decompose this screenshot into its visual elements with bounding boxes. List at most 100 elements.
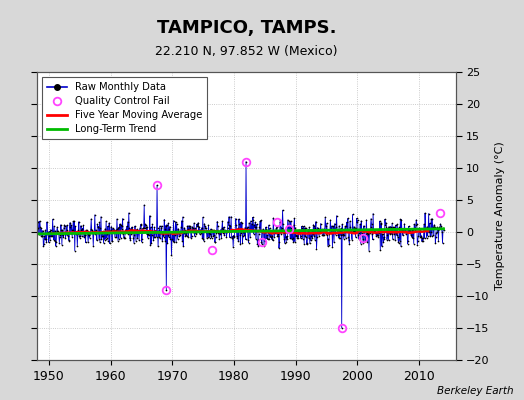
Point [317, 227, 325, 233]
Point [126, 235, 134, 241]
Point [311, 236, 319, 243]
Point [58, 242, 66, 248]
Point [150, 234, 158, 240]
Point [289, 238, 298, 245]
Point [99, 232, 107, 239]
Point [436, 224, 444, 231]
Point [88, 227, 96, 234]
Point [411, 222, 420, 228]
Point [384, 225, 392, 231]
Point [292, 233, 300, 240]
Point [158, 223, 166, 229]
Point [382, 220, 390, 226]
Point [258, 229, 267, 236]
Text: TAMPICO, TAMPS.: TAMPICO, TAMPS. [157, 19, 336, 37]
Point [42, 239, 51, 246]
Point [198, 234, 206, 241]
Point [325, 231, 334, 238]
Point [177, 224, 185, 230]
Point [278, 226, 286, 233]
Point [191, 230, 200, 237]
Point [416, 234, 424, 240]
Point [156, 223, 164, 229]
Point [285, 218, 293, 224]
Point [43, 219, 51, 225]
Point [346, 218, 354, 224]
Point [249, 230, 258, 237]
Point [127, 226, 135, 232]
Point [108, 225, 117, 232]
Point [195, 231, 204, 237]
Point [46, 228, 54, 235]
Point [275, 245, 283, 251]
Point [68, 226, 76, 233]
Point [399, 232, 407, 239]
Point [142, 224, 150, 231]
Point [192, 221, 201, 228]
Point [359, 223, 368, 229]
Point [438, 225, 446, 232]
Point [265, 222, 273, 228]
Point [244, 240, 253, 246]
Point [154, 224, 162, 231]
Point [251, 219, 259, 226]
Point [436, 221, 445, 227]
Point [310, 223, 319, 229]
Point [47, 226, 55, 233]
Point [141, 222, 150, 228]
Point [438, 229, 446, 235]
Point [179, 242, 188, 249]
Point [429, 232, 438, 239]
Point [282, 233, 291, 240]
Point [168, 236, 176, 242]
Point [293, 235, 302, 241]
Point [221, 229, 230, 235]
Point [219, 226, 227, 232]
Point [62, 231, 70, 238]
Point [283, 236, 291, 243]
Point [224, 222, 233, 228]
Point [230, 232, 238, 239]
Point [272, 223, 281, 230]
Point [65, 238, 73, 244]
Point [244, 237, 252, 243]
Point [224, 218, 232, 225]
Point [168, 231, 177, 237]
Point [294, 234, 303, 241]
Point [198, 224, 206, 231]
Point [326, 217, 335, 223]
Point [302, 234, 310, 240]
Point [98, 233, 106, 239]
Point [82, 227, 90, 233]
Point [423, 224, 431, 230]
Point [324, 243, 332, 249]
Point [171, 228, 179, 234]
Point [101, 236, 109, 243]
Point [378, 243, 386, 250]
Point [272, 224, 280, 231]
Point [136, 225, 144, 231]
Point [233, 233, 241, 239]
Point [95, 235, 103, 242]
Point [61, 235, 70, 241]
Point [51, 228, 59, 234]
Point [295, 227, 303, 233]
Point [34, 218, 42, 225]
Point [53, 228, 62, 234]
Point [67, 222, 75, 228]
Point [315, 228, 324, 234]
Point [60, 225, 68, 231]
Point [222, 234, 231, 240]
Point [241, 224, 249, 231]
Point [206, 226, 215, 232]
Point [42, 236, 50, 242]
Point [348, 211, 357, 218]
Point [387, 225, 395, 232]
Point [116, 235, 125, 241]
Point [339, 232, 347, 238]
Point [154, 243, 162, 250]
Point [439, 227, 447, 233]
Point [143, 231, 151, 238]
Point [141, 221, 149, 227]
Point [326, 226, 335, 233]
